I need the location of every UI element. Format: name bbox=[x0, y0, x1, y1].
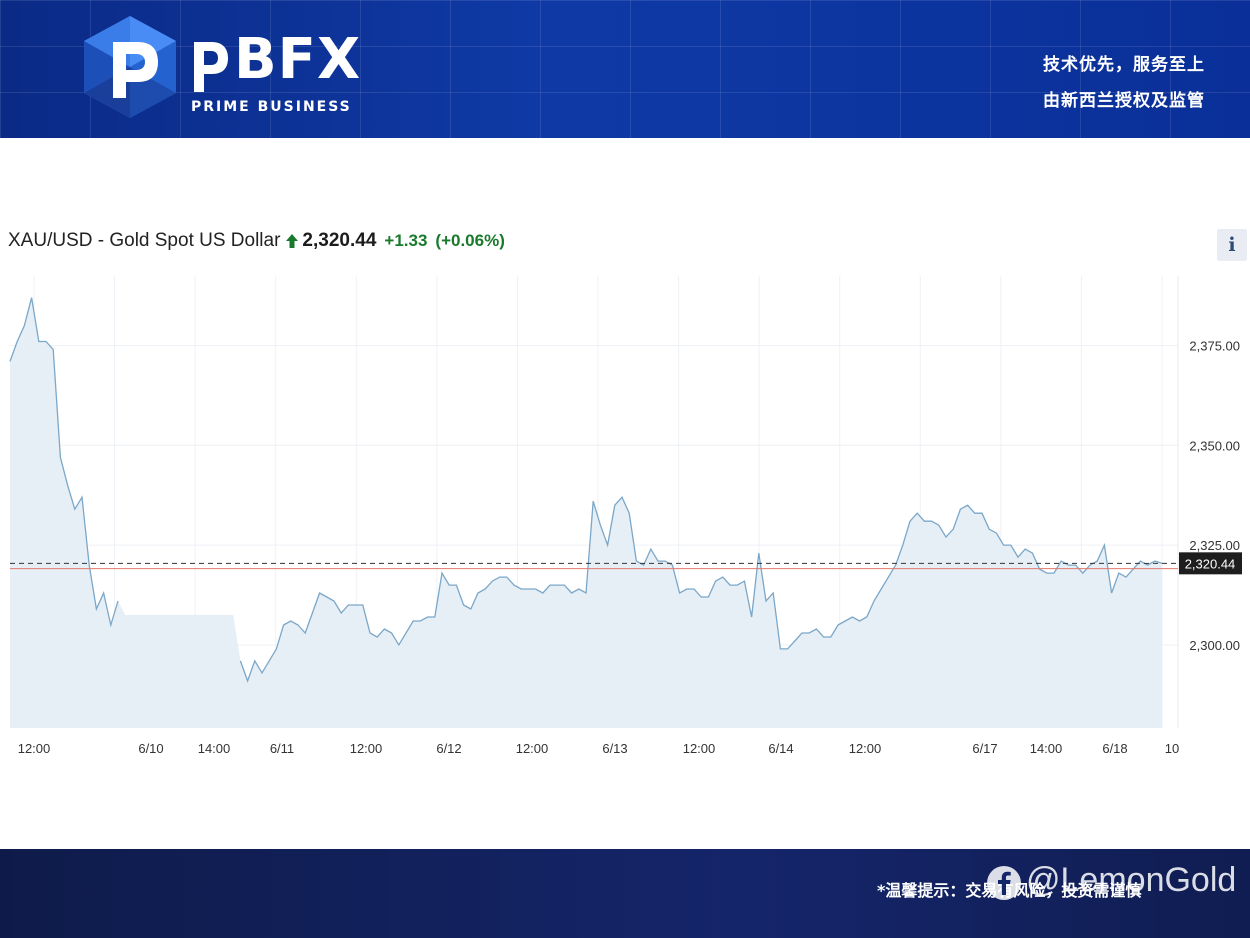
last-price-tag bbox=[1179, 552, 1242, 575]
x-tick-label: 6/14 bbox=[768, 741, 793, 756]
x-tick-label: 14:00 bbox=[198, 741, 231, 756]
price-series-line bbox=[239, 496, 1163, 683]
last-price: 2,320.44 bbox=[302, 230, 377, 251]
y-tick-label: 2,325.00 bbox=[1189, 538, 1240, 553]
pbfx-logo-icon bbox=[84, 16, 176, 118]
brand-name: BFX bbox=[234, 27, 362, 92]
x-tick-label: 6/10 bbox=[138, 741, 163, 756]
x-tick-label: 12:00 bbox=[516, 741, 549, 756]
price-series-line bbox=[9, 297, 119, 628]
brand-p-letter-icon bbox=[194, 42, 228, 92]
x-tick-label: 6/18 bbox=[1102, 741, 1127, 756]
footer-banner: *温馨提示：交易有风险，投资需谨慎 @LemonGold bbox=[0, 849, 1250, 938]
info-button[interactable]: i bbox=[1217, 229, 1247, 261]
y-tick-label: 2,350.00 bbox=[1189, 438, 1240, 453]
symbol-title: XAU/USD - Gold Spot US Dollar bbox=[8, 230, 281, 251]
up-arrow-icon bbox=[286, 234, 299, 248]
tagline-regulation: 由新西兰授权及监管 bbox=[1043, 91, 1205, 111]
price-change: +1.33 bbox=[384, 231, 428, 250]
x-tick-label: 10 bbox=[1165, 741, 1179, 756]
y-tick-label: 2,300.00 bbox=[1189, 638, 1240, 653]
x-tick-label: 12:00 bbox=[350, 741, 383, 756]
brand-subtitle: PRIME BUSINESS bbox=[191, 99, 352, 115]
x-tick-label: 12:00 bbox=[849, 741, 882, 756]
price-chart: 2,375.00 2,350.00 2,325.00 2,300.00 2,320.44… bbox=[9, 276, 1242, 756]
y-tick-label: 2,375.00 bbox=[1189, 338, 1240, 353]
last-price-tag-label: 2,320.44 bbox=[1185, 556, 1236, 571]
watermark-text: @LemonGold bbox=[1026, 861, 1237, 899]
x-tick-label: 12:00 bbox=[683, 741, 716, 756]
price-change-percent: (+0.06%) bbox=[435, 231, 505, 250]
x-tick-label: 6/17 bbox=[972, 741, 997, 756]
tagline-service: 技术优先，服务至上 bbox=[1043, 55, 1205, 75]
x-tick-label: 14:00 bbox=[1030, 741, 1063, 756]
price-area-fill bbox=[10, 297, 1162, 728]
quote-header: XAU/USD - Gold Spot US Dollar 2,320.44 +… bbox=[8, 228, 505, 254]
x-tick-label: 6/13 bbox=[602, 741, 627, 756]
x-tick-label: 12:00 bbox=[18, 741, 51, 756]
x-tick-label: 6/11 bbox=[270, 741, 294, 756]
header-banner: BFX PRIME BUSINESS 技术优先，服务至上 由新西兰授权及监管 bbox=[0, 0, 1250, 138]
x-tick-label: 6/12 bbox=[436, 741, 461, 756]
facebook-icon bbox=[987, 866, 1021, 900]
